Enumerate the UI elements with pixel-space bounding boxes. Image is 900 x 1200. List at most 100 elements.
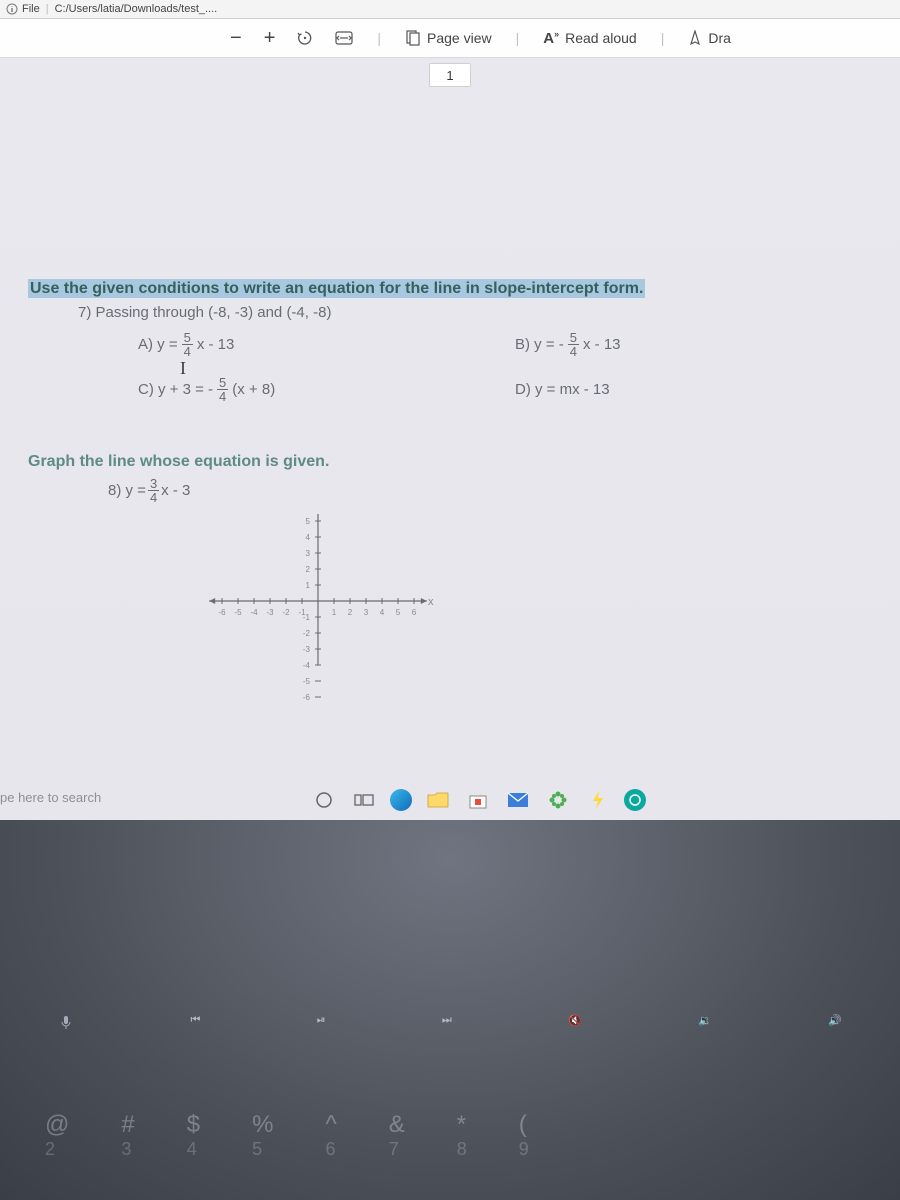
svg-text:-3: -3 — [303, 645, 311, 654]
svg-text:3: 3 — [364, 608, 369, 617]
laptop-body: ⏮ ⏯ ⏭ 🔇 🔉 🔊 @2 #3 $4 %5 ^6 &7 *8 (9 — [0, 820, 900, 1200]
answer-B-label: B) y = - — [515, 336, 564, 353]
svg-text:-6: -6 — [218, 608, 226, 617]
answer-A: A) y = 5 4 x - 13 — [138, 331, 515, 358]
coordinate-graph: -6-6-5-5-4-4-3-3-2-2-1-1112233445566yx — [188, 514, 892, 709]
read-aloud-button[interactable]: A» Read aloud — [543, 29, 636, 47]
mic-icon — [58, 1014, 74, 1030]
fraction-den: 4 — [182, 345, 193, 358]
svg-text:1: 1 — [306, 581, 311, 590]
q8-eq-tail: x - 3 — [161, 482, 190, 499]
pdf-toolbar: − + | Page view | A» Read aloud | Dra — [0, 19, 900, 58]
edge-icon[interactable] — [390, 789, 412, 811]
q7-answers: A) y = 5 4 x - 13 B) y = - 5 4 x - 13 I … — [138, 331, 892, 403]
q7-highlighted-text: Use the given conditions to write an equ… — [28, 279, 645, 298]
answer-D-label: D) y = mx - 13 — [515, 381, 610, 398]
key-caret: ^6 — [325, 1111, 336, 1160]
svg-text:2: 2 — [348, 608, 353, 617]
svg-text:-3: -3 — [266, 608, 274, 617]
svg-text:1: 1 — [332, 608, 337, 617]
lightning-icon[interactable] — [584, 788, 612, 812]
answer-D: D) y = mx - 13 — [515, 376, 892, 403]
fit-icon[interactable] — [335, 31, 353, 45]
fraction: 5 4 — [217, 376, 228, 403]
svg-text:-6: -6 — [303, 693, 311, 702]
svg-text:2: 2 — [306, 565, 311, 574]
svg-text:3: 3 — [306, 549, 311, 558]
draw-icon — [688, 30, 702, 46]
fraction: 5 4 — [182, 331, 193, 358]
task-view-icon[interactable] — [350, 788, 378, 812]
fraction-num: 5 — [568, 331, 579, 345]
answer-B: B) y = - 5 4 x - 13 — [515, 331, 892, 358]
document-content: Use the given conditions to write an equ… — [8, 280, 892, 709]
answer-B-tail: x - 13 — [583, 336, 621, 353]
file-label: File — [22, 3, 40, 15]
svg-text:5: 5 — [306, 517, 311, 526]
taskbar — [310, 788, 646, 812]
svg-text:5: 5 — [396, 608, 401, 617]
page-number-bar: 1 — [0, 58, 900, 92]
fraction-den: 4 — [148, 491, 159, 504]
answer-A-tail: x - 13 — [197, 336, 235, 353]
page-number-input[interactable]: 1 — [429, 63, 471, 87]
key-dollar: $4 — [187, 1111, 200, 1160]
file-path: C:/Users/latia/Downloads/test_.... — [55, 3, 218, 15]
page-view-label: Page view — [427, 30, 492, 46]
svg-text:4: 4 — [380, 608, 385, 617]
fraction-num: 5 — [182, 331, 193, 345]
q7-subprompt: 7) Passing through (-8, -3) and (-4, -8) — [78, 304, 892, 321]
page-view-button[interactable]: Page view — [405, 30, 492, 46]
mail-icon[interactable] — [504, 788, 532, 812]
q8-eq-label: 8) y = — [108, 482, 146, 499]
answer-C-tail: (x + 8) — [232, 381, 275, 398]
search-hint[interactable]: pe here to search — [0, 790, 101, 805]
draw-button[interactable]: Dra — [688, 30, 731, 46]
fraction-den: 4 — [217, 390, 228, 403]
handwritten-I: I — [180, 358, 186, 379]
answer-A-label: A) y = — [138, 336, 178, 353]
svg-text:4: 4 — [306, 533, 311, 542]
svg-text:-5: -5 — [234, 608, 242, 617]
svg-text:-4: -4 — [250, 608, 258, 617]
q8-equation: 8) y = 3 4 x - 3 — [108, 477, 892, 504]
number-row: @2 #3 $4 %5 ^6 &7 *8 (9 — [45, 1111, 529, 1160]
cortana-icon[interactable] — [310, 788, 338, 812]
zoom-out-button[interactable]: − — [230, 27, 242, 50]
key-hash: #3 — [121, 1111, 134, 1160]
page-view-icon — [405, 30, 421, 46]
read-aloud-label: Read aloud — [565, 30, 637, 46]
read-aloud-icon: A» — [543, 29, 559, 47]
key-lparen: (9 — [519, 1111, 529, 1160]
key-amp: &7 — [389, 1111, 405, 1160]
q8-title: Graph the line whose equation is given. — [28, 453, 892, 471]
svg-text:-1: -1 — [303, 613, 311, 622]
key-star: *8 — [457, 1111, 467, 1160]
draw-label: Dra — [708, 30, 731, 46]
answer-C: I C) y + 3 = - 5 4 (x + 8) — [138, 376, 515, 403]
q7-prompt: Use the given conditions to write an equ… — [28, 280, 892, 298]
rotate-icon[interactable] — [297, 30, 313, 46]
svg-text:-5: -5 — [303, 677, 311, 686]
zoom-in-button[interactable]: + — [264, 27, 276, 50]
file-explorer-icon[interactable] — [424, 788, 452, 812]
settings-flower-icon[interactable] — [544, 788, 572, 812]
file-menu[interactable]: File — [6, 3, 40, 15]
screen: File | C:/Users/latia/Downloads/test_...… — [0, 0, 900, 820]
fraction-den: 4 — [568, 345, 579, 358]
q8-block: Graph the line whose equation is given. … — [28, 453, 892, 709]
fraction: 3 4 — [148, 477, 159, 504]
fraction: 5 4 — [568, 331, 579, 358]
answer-C-label: C) y + 3 = - — [138, 381, 213, 398]
fn-row: ⏮ ⏯ ⏭ 🔇 🔉 🔊 — [0, 1014, 900, 1030]
store-icon[interactable] — [464, 788, 492, 812]
key-percent: %5 — [252, 1111, 273, 1160]
address-bar: File | C:/Users/latia/Downloads/test_...… — [0, 0, 900, 19]
svg-text:x: x — [428, 596, 434, 608]
svg-text:-2: -2 — [303, 629, 311, 638]
svg-text:-2: -2 — [282, 608, 290, 617]
svg-text:6: 6 — [412, 608, 417, 617]
app-icon[interactable] — [624, 789, 646, 811]
svg-text:-4: -4 — [303, 661, 311, 670]
fraction-num: 5 — [217, 376, 228, 390]
